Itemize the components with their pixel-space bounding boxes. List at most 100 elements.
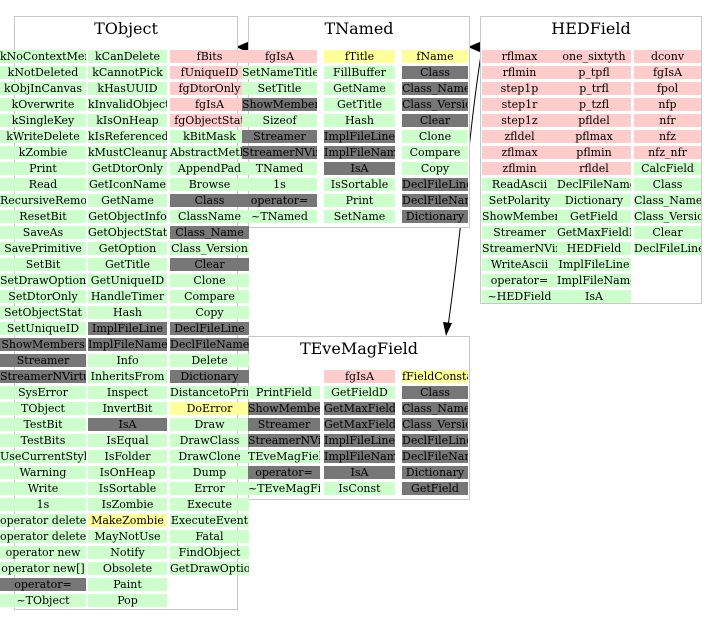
method-cell: fTitle: [324, 50, 395, 63]
method-cell: TNamed: [242, 162, 317, 175]
data-member-cell: p_tzfl: [557, 98, 631, 111]
method-cell: SetDrawOption: [0, 274, 86, 287]
data-member-cell: step1p: [482, 82, 557, 95]
method-cell: IsEqual: [88, 434, 167, 447]
method-cell: Clone: [170, 274, 249, 287]
method-cell: DeclFileLine: [170, 322, 249, 335]
method-cell: Clear: [634, 226, 701, 239]
method-cell: Class_Version: [170, 242, 249, 255]
method-cell: kCannotPick: [88, 66, 167, 79]
method-cell: DeclFileName: [557, 178, 631, 191]
method-cell: PrintField: [248, 386, 320, 399]
method-cell: IsZombie: [88, 498, 167, 511]
method-cell: GetUniqueID: [88, 274, 167, 287]
method-cell: GetTitle: [324, 98, 395, 111]
method-cell: SetPolarity: [482, 194, 557, 207]
method-cell: operator new[]: [0, 562, 86, 575]
method-cell: ClassName: [170, 210, 249, 223]
method-cell: ImplFileName: [324, 146, 395, 159]
method-cell: AppendPad: [170, 162, 249, 175]
method-cell: GetFieldD: [324, 386, 395, 399]
method-cell: Clear: [402, 114, 468, 127]
method-cell: IsA: [88, 418, 167, 431]
method-cell: Dictionary: [557, 194, 631, 207]
data-member-cell: fgIsA: [634, 66, 701, 79]
method-cell: operator delete[]: [0, 530, 86, 543]
method-cell: StreamerNVirtual: [248, 434, 320, 447]
data-member-cell: fgIsA: [242, 50, 317, 63]
method-cell: MayNotUse: [88, 530, 167, 543]
method-cell: ~TNamed: [242, 210, 317, 223]
method-cell: SetNameTitle: [242, 66, 317, 79]
method-cell: TestBit: [0, 418, 86, 431]
class-title: HEDField: [551, 19, 631, 38]
method-cell: operator delete: [0, 514, 86, 527]
method-cell: TObject: [0, 402, 86, 415]
method-cell: Class: [402, 386, 468, 399]
method-cell: IsA: [324, 466, 395, 479]
class-box-hedfield: HEDField: [480, 16, 702, 304]
method-cell: 1s: [0, 498, 86, 511]
method-cell: InheritsFrom: [88, 370, 167, 383]
data-member-cell: nfz: [634, 130, 701, 143]
data-member-cell: zfldel: [482, 130, 557, 143]
method-cell: Class_Version: [402, 98, 468, 111]
method-cell: SetTitle: [242, 82, 317, 95]
method-cell: GetField: [402, 482, 468, 495]
method-cell: CalcField: [634, 162, 701, 175]
data-member-cell: fUniqueID: [170, 66, 249, 79]
method-cell: Class_Version: [402, 418, 468, 431]
method-cell: Pop: [88, 594, 167, 607]
data-member-cell: nfr: [634, 114, 701, 127]
data-member-cell: rflmin: [482, 66, 557, 79]
method-cell: Delete: [170, 354, 249, 367]
method-cell: GetDrawOption: [170, 562, 249, 575]
method-cell: ShowMembers: [482, 210, 557, 223]
method-cell: UseCurrentStyle: [0, 450, 86, 463]
method-cell: Compare: [170, 290, 249, 303]
arrowhead-tnamed: [468, 41, 482, 53]
method-cell: kIsReferenced: [88, 130, 167, 143]
data-member-cell: rfldel: [557, 162, 631, 175]
method-cell: GetMaxFieldMag: [557, 226, 631, 239]
method-cell: ResetBit: [0, 210, 86, 223]
method-cell: Clone: [402, 130, 468, 143]
method-cell: operator=: [242, 194, 317, 207]
data-member-cell: pfldel: [557, 114, 631, 127]
method-cell: SaveAs: [0, 226, 86, 239]
method-cell: ImplFileLine: [88, 322, 167, 335]
method-cell: ShowMembers: [242, 98, 317, 111]
method-cell: operator=: [248, 466, 320, 479]
data-member-cell: zflmin: [482, 162, 557, 175]
method-cell: Compare: [402, 146, 468, 159]
method-cell: Warning: [0, 466, 86, 479]
method-cell: kOverwrite: [0, 98, 86, 111]
method-cell: Streamer: [248, 418, 320, 431]
method-cell: kBitMask: [170, 130, 249, 143]
method-cell: GetObjectInfo: [88, 210, 167, 223]
method-cell: Inspect: [88, 386, 167, 399]
method-cell: ImplFileLine: [324, 130, 395, 143]
method-cell: Class_Name: [402, 402, 468, 415]
method-cell: FindObject: [170, 546, 249, 559]
method-cell: ~TEveMagField: [248, 482, 320, 495]
method-cell: DistancetoPrimitive: [170, 386, 249, 399]
method-cell: DeclFileLine: [402, 178, 468, 191]
method-cell: kNoContextMenu: [0, 50, 86, 63]
data-member-cell: step1z: [482, 114, 557, 127]
method-cell: Dump: [170, 466, 249, 479]
method-cell: Execute: [170, 498, 249, 511]
method-cell: Info: [88, 354, 167, 367]
data-member-cell: pflmax: [557, 130, 631, 143]
data-member-cell: rflmax: [482, 50, 557, 63]
method-cell: ImplFileName: [557, 274, 631, 287]
method-cell: AbstractMethod: [170, 146, 249, 159]
method-cell: DrawClass: [170, 434, 249, 447]
method-cell: InvertBit: [88, 402, 167, 415]
method-cell: Sizeof: [242, 114, 317, 127]
data-member-cell: fBits: [170, 50, 249, 63]
method-cell: DeclFileLine: [402, 434, 468, 447]
method-cell: ExecuteEvent: [170, 514, 249, 527]
method-cell: fFieldConstant: [402, 370, 468, 383]
method-cell: DrawClone: [170, 450, 249, 463]
